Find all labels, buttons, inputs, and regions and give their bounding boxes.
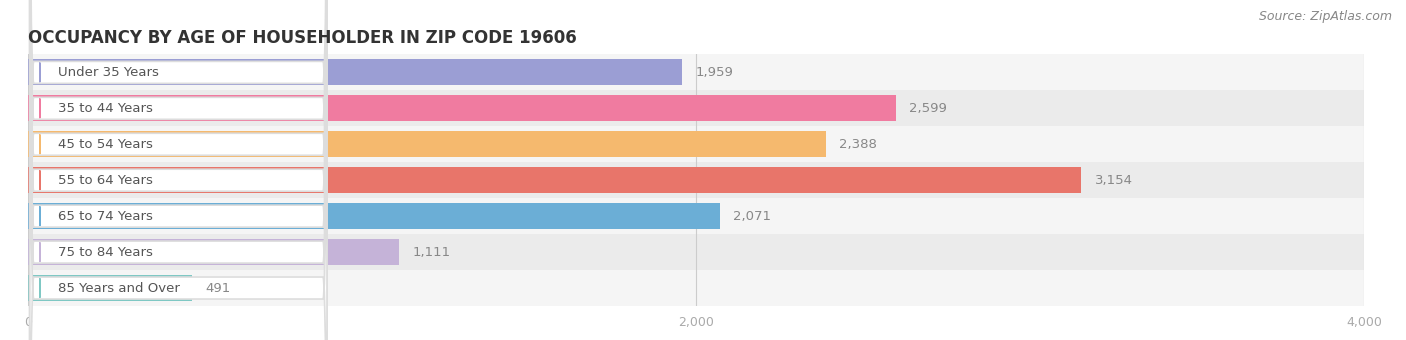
FancyBboxPatch shape — [30, 0, 328, 340]
Text: 1,111: 1,111 — [412, 245, 450, 259]
FancyBboxPatch shape — [30, 0, 328, 340]
Text: 2,599: 2,599 — [910, 102, 948, 115]
Bar — [28, 234, 1364, 270]
Text: 45 to 54 Years: 45 to 54 Years — [58, 138, 153, 151]
Text: Under 35 Years: Under 35 Years — [58, 66, 159, 79]
Text: 85 Years and Over: 85 Years and Over — [58, 282, 180, 294]
Bar — [28, 126, 1364, 162]
Text: 491: 491 — [205, 282, 231, 294]
FancyBboxPatch shape — [30, 0, 328, 340]
Text: 65 to 74 Years: 65 to 74 Years — [58, 210, 153, 223]
Bar — [28, 54, 1364, 90]
Bar — [28, 203, 720, 229]
Text: 35 to 44 Years: 35 to 44 Years — [58, 102, 153, 115]
Bar — [28, 162, 1364, 198]
Bar — [28, 131, 825, 157]
FancyBboxPatch shape — [30, 0, 328, 340]
FancyBboxPatch shape — [30, 0, 328, 340]
Bar — [28, 198, 1364, 234]
Text: 2,071: 2,071 — [733, 210, 770, 223]
Bar — [28, 270, 1364, 306]
Bar — [28, 90, 1364, 126]
Text: 3,154: 3,154 — [1095, 174, 1133, 187]
Text: 75 to 84 Years: 75 to 84 Years — [58, 245, 153, 259]
Text: OCCUPANCY BY AGE OF HOUSEHOLDER IN ZIP CODE 19606: OCCUPANCY BY AGE OF HOUSEHOLDER IN ZIP C… — [28, 29, 576, 47]
Bar — [28, 167, 1081, 193]
Text: Source: ZipAtlas.com: Source: ZipAtlas.com — [1258, 10, 1392, 23]
Bar — [28, 275, 193, 301]
FancyBboxPatch shape — [30, 0, 328, 340]
Bar — [28, 239, 399, 265]
Text: 1,959: 1,959 — [696, 66, 734, 79]
Bar — [28, 59, 682, 85]
Text: 55 to 64 Years: 55 to 64 Years — [58, 174, 153, 187]
Bar — [28, 96, 896, 121]
FancyBboxPatch shape — [30, 0, 328, 340]
Text: 2,388: 2,388 — [839, 138, 877, 151]
